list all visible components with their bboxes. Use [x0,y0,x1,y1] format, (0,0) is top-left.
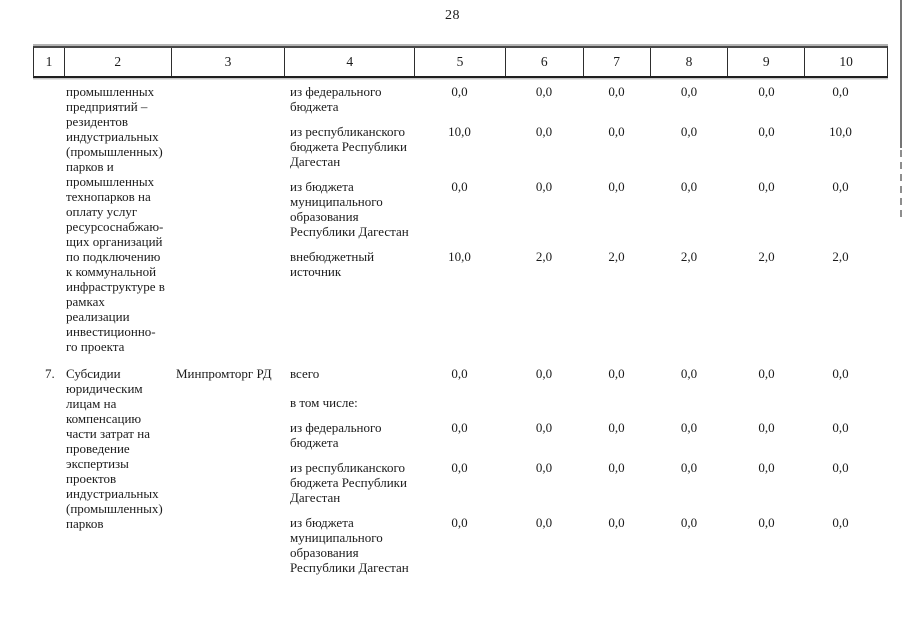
funding-subrow-federal: из федерального бюджета 0,0 0,0 0,0 0,0 … [284,420,888,450]
row-title-cell: Субсидии юридическим лицам на компенсаци… [66,366,163,531]
funding-subrow-municipal: из бюджета муниципального образования Ре… [284,515,888,575]
funding-subrows: всего 0,0 0,0 0,0 0,0 0,0 0,0 в том числ… [284,366,888,575]
page-number: 28 [445,8,460,23]
funding-subrow-federal: из федерального бюджета 0,0 0,0 0,0 0,0 … [284,84,888,114]
value-cell: 0,0 [535,515,553,530]
value-cell: 10,0 [448,124,471,139]
value-cell: 0,0 [608,84,625,99]
value-cell: 10,0 [448,249,471,264]
value-cell: 0,0 [451,84,468,99]
value-cell: 2,0 [535,249,553,264]
scan-artifact-line [900,0,902,148]
header-col-6: 6 [504,48,583,76]
value-cell: 0,0 [608,179,625,194]
value-cell: 0,0 [680,124,698,139]
funding-subrow-total: всего 0,0 0,0 0,0 0,0 0,0 0,0 [284,366,888,381]
value-cell: 0,0 [608,460,625,475]
value-cell: 0,0 [758,84,775,99]
value-cell: 0,0 [535,420,553,435]
value-cell: 0,0 [758,124,775,139]
value-cell: 0,0 [451,515,468,530]
funding-source-label: из бюджета муниципального образования Ре… [290,179,409,239]
header-col-8: 8 [649,48,728,76]
header-col-10: 10 [804,48,887,76]
value-cell: 0,0 [680,515,698,530]
value-cell: 0,0 [451,460,468,475]
table-header-row: 1 2 3 4 5 6 7 8 9 10 [33,46,888,78]
value-cell: 2,0 [680,249,698,264]
funding-source-label: из бюджета муниципального образования Ре… [290,515,409,575]
header-col-9: 9 [727,48,804,76]
value-cell: 0,0 [535,366,553,381]
value-cell: 0,0 [535,460,553,475]
table-body: промышленных предприятий – резидентов ин… [33,78,888,575]
funding-subrow-municipal: из бюджета муниципального образования Ре… [284,179,888,239]
value-cell: 0,0 [680,420,698,435]
value-cell: 0,0 [535,124,553,139]
funding-subrows: из федерального бюджета 0,0 0,0 0,0 0,0 … [284,84,888,279]
value-cell: 0,0 [758,515,775,530]
funding-source-label: из федерального бюджета [290,84,382,114]
table-row-continued: промышленных предприятий – резидентов ин… [33,84,888,354]
value-cell: 0,0 [451,366,468,381]
value-cell: 0,0 [680,460,698,475]
value-cell: 0,0 [608,124,625,139]
value-cell: 0,0 [758,420,775,435]
header-col-3: 3 [170,48,285,76]
value-cell: 0,0 [535,84,553,99]
value-cell: 0,0 [608,366,625,381]
funding-source-label: в том числе: [290,395,358,410]
value-cell: 0,0 [680,366,698,381]
value-cell: 0,0 [832,366,849,381]
value-cell: 0,0 [832,179,849,194]
header-col-4: 4 [284,48,414,76]
header-col-2: 2 [63,48,171,76]
funding-subrow-including: в том числе: [284,395,888,410]
value-cell: 0,0 [832,420,849,435]
header-col-1: 1 [45,54,53,69]
funding-subrow-extrabudgetary: внебюджетный источник 10,0 2,0 2,0 2,0 2… [284,249,888,279]
funding-source-label: из федерального бюджета [290,420,382,450]
value-cell: 0,0 [680,179,698,194]
value-cell: 0,0 [832,460,849,475]
funding-source-label: внебюджетный источник [290,249,375,279]
executor-cell: Минпромторг РД [176,366,272,381]
value-cell: 0,0 [832,515,849,530]
funding-subrow-republican: из республиканского бюджета Республики Д… [284,460,888,505]
table-row-7: 7. Субсидии юридическим лицам на компенс… [33,366,888,575]
value-cell: 2,0 [608,249,625,264]
row-title-cell: промышленных предприятий – резидентов ин… [66,84,165,354]
value-cell: 0,0 [451,420,468,435]
value-cell: 0,0 [451,179,468,194]
value-cell: 2,0 [758,249,775,264]
value-cell: 0,0 [758,179,775,194]
value-cell: 0,0 [832,84,849,99]
budget-table: 1 2 3 4 5 6 7 8 9 10 промышленных предпр… [33,46,888,587]
value-cell: 0,0 [608,515,625,530]
value-cell: 0,0 [535,179,553,194]
row-number-cell: 7. [45,366,55,381]
funding-subrow-republican: из республиканского бюджета Республики Д… [284,124,888,169]
scan-artifact-line-dashed [900,150,902,218]
header-col-5: 5 [414,48,505,76]
funding-source-label: из республиканского бюджета Республики Д… [290,460,407,505]
value-cell: 0,0 [680,84,698,99]
value-cell: 2,0 [832,249,849,264]
value-cell: 0,0 [758,366,775,381]
value-cell: 0,0 [608,420,625,435]
funding-source-label: всего [290,366,320,381]
header-col-7: 7 [582,48,650,76]
value-cell: 0,0 [758,460,775,475]
funding-source-label: из республиканского бюджета Республики Д… [290,124,407,169]
value-cell: 10,0 [829,124,852,139]
